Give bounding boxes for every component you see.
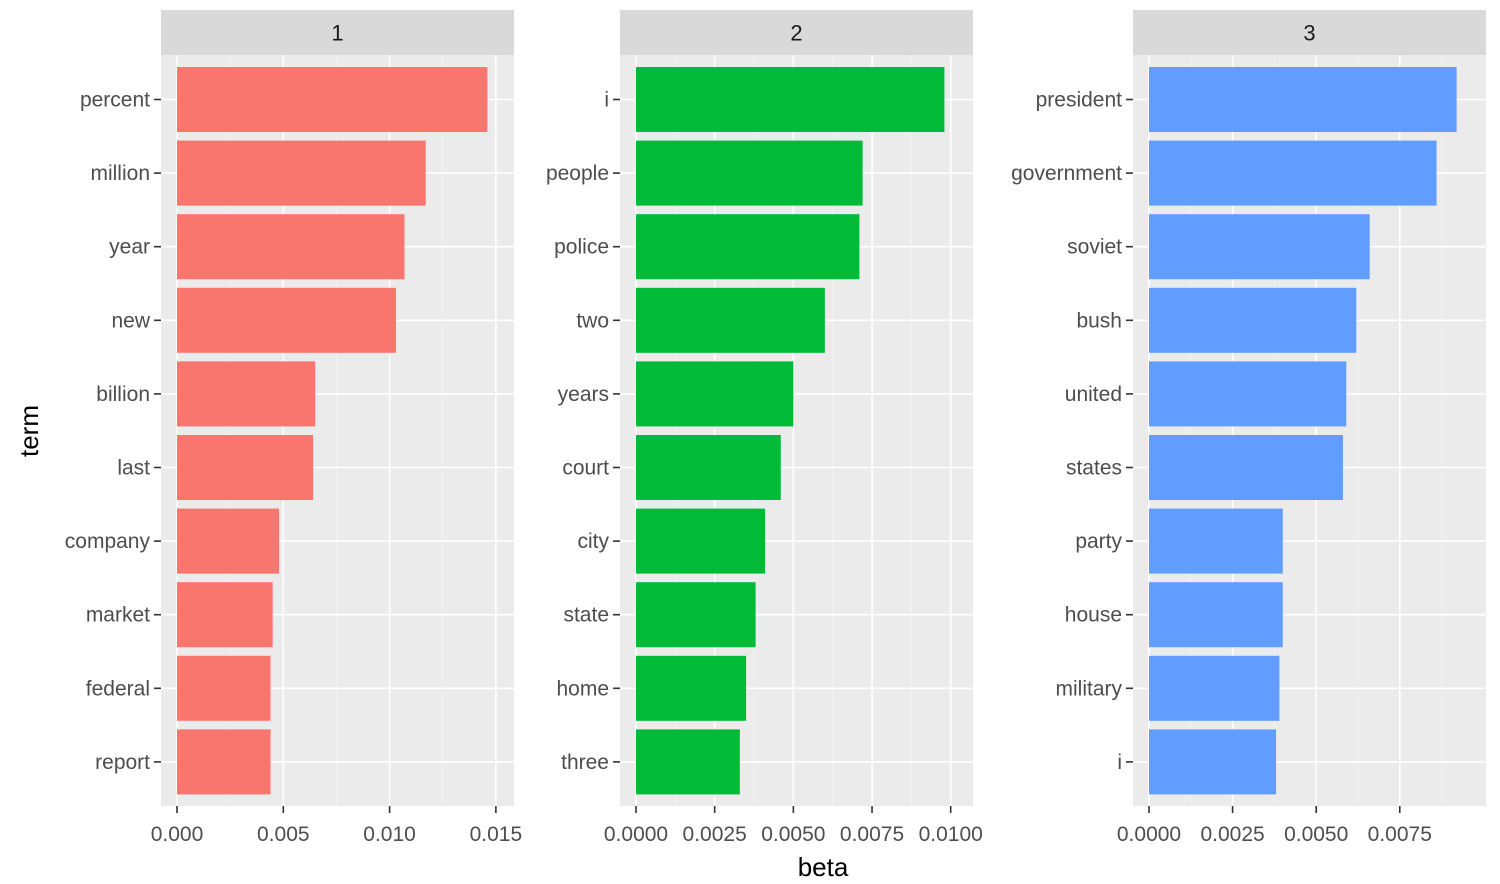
bar-bush	[1149, 287, 1357, 353]
x-tick-label: 0.0000	[1117, 823, 1181, 846]
bar-federal	[177, 655, 271, 721]
facet-panel-2: 2 i people police two years court city state home…	[546, 10, 983, 846]
bar-market	[177, 582, 273, 648]
y-tick-label: i	[604, 89, 609, 112]
bar-house	[1149, 582, 1283, 648]
y-tick-label: party	[1075, 530, 1122, 553]
y-tick-label: home	[556, 677, 609, 700]
facet-strip-label: 2	[790, 21, 802, 46]
x-tick-label: 0.0025	[1200, 823, 1264, 846]
y-tick-label: new	[111, 309, 150, 332]
bar-percent	[177, 67, 488, 132]
bar-three	[636, 729, 740, 795]
y-tick-label: court	[562, 457, 609, 480]
x-tick-label: 0.0075	[840, 823, 904, 846]
y-tick-label: police	[554, 236, 609, 259]
bar-president	[1149, 67, 1457, 132]
facet-strip	[620, 10, 973, 55]
bar-state	[636, 582, 756, 648]
bar-years	[636, 361, 794, 427]
bar-states	[1149, 435, 1343, 500]
y-tick-label: percent	[80, 89, 150, 112]
x-axis-title: beta	[798, 852, 849, 882]
facet-strip-label: 3	[1303, 21, 1315, 46]
y-tick-label: billion	[96, 383, 150, 406]
facet-strip	[1133, 10, 1486, 55]
bar-people	[636, 140, 863, 206]
y-tick-label: report	[95, 751, 150, 774]
bar-billion	[177, 361, 316, 427]
bar-soviet	[1149, 214, 1370, 280]
x-tick-label: 0.015	[470, 823, 523, 846]
x-tick-label: 0.005	[257, 823, 310, 846]
bar-home	[636, 655, 747, 721]
bar-i	[1149, 729, 1277, 795]
y-tick-label: state	[563, 604, 609, 627]
bar-i	[636, 67, 945, 132]
y-tick-label: federal	[86, 677, 150, 700]
bar-last	[177, 435, 314, 500]
x-tick-label: 0.0025	[683, 823, 747, 846]
x-tick-label: 0.0100	[919, 823, 983, 846]
y-tick-label: soviet	[1067, 236, 1122, 259]
y-tick-label: government	[1011, 162, 1122, 185]
y-tick-label: states	[1066, 457, 1122, 480]
x-tick-label: 0.000	[151, 823, 204, 846]
x-tick-label: 0.0050	[761, 823, 825, 846]
bar-new	[177, 287, 396, 353]
y-tick-label: united	[1065, 383, 1122, 406]
facet-strip	[161, 10, 514, 55]
x-tick-label: 0.0075	[1368, 823, 1432, 846]
bar-report	[177, 729, 271, 795]
y-tick-label: city	[578, 530, 610, 553]
x-tick-label: 0.010	[363, 823, 416, 846]
bar-police	[636, 214, 860, 280]
bar-court	[636, 435, 781, 500]
bar-city	[636, 508, 766, 574]
y-tick-label: company	[65, 530, 151, 553]
bar-million	[177, 140, 426, 206]
bar-united	[1149, 361, 1347, 427]
y-tick-label: last	[117, 457, 150, 480]
y-tick-label: three	[561, 751, 609, 774]
y-axis-title: term	[14, 405, 44, 457]
y-tick-label: military	[1056, 677, 1123, 700]
y-tick-label: president	[1036, 89, 1123, 112]
y-tick-label: year	[109, 236, 150, 259]
facet-panel-1: 1 percent million year new billion last company…	[65, 10, 522, 846]
x-tick-label: 0.0000	[604, 823, 668, 846]
y-tick-label: bush	[1076, 309, 1122, 332]
facet-panel-3: 3 president government soviet bush united stat…	[1011, 10, 1486, 846]
y-tick-label: market	[86, 604, 150, 627]
bar-military	[1149, 655, 1280, 721]
y-tick-label: people	[546, 162, 609, 185]
bar-year	[177, 214, 405, 280]
y-tick-label: million	[90, 162, 150, 185]
y-tick-label: two	[576, 309, 609, 332]
bar-party	[1149, 508, 1283, 574]
y-tick-label: house	[1065, 604, 1122, 627]
y-tick-label: years	[558, 383, 609, 406]
bar-government	[1149, 140, 1437, 206]
y-tick-label: i	[1117, 751, 1122, 774]
bar-two	[636, 287, 825, 353]
bar-company	[177, 508, 280, 574]
x-tick-label: 0.0050	[1284, 823, 1348, 846]
facet-strip-label: 1	[331, 21, 343, 46]
